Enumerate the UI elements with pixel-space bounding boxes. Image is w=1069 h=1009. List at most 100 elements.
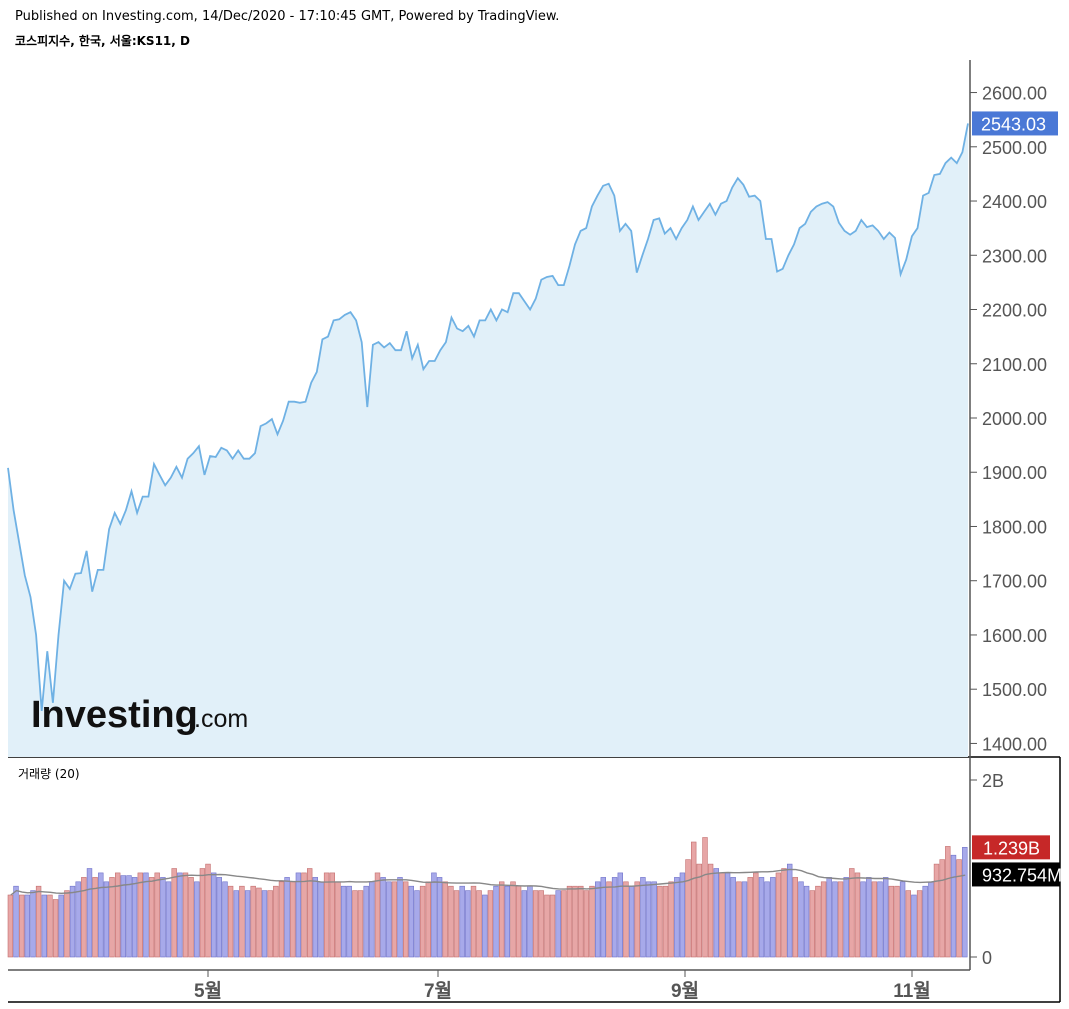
volume-bar [143,872,149,958]
volume-bar [866,877,872,958]
volume-bar [674,877,680,958]
volume-bar [199,868,206,958]
last-price-label: 2543.03 [981,114,1046,134]
volume-bar [35,885,42,958]
volume-bar [47,894,53,958]
volume-bar [120,875,127,958]
volume-bar [30,890,36,958]
volume-bar [911,894,917,958]
volume-bar [233,890,239,958]
volume-bar [459,885,465,958]
volume-bar [741,881,748,958]
volume-bar [532,890,539,958]
volume-bar [363,885,369,958]
volume-bar [510,881,516,958]
volume-bar [284,877,290,958]
volume-bar [295,872,302,958]
x-axis-ticks: 5월 7월 9월 11월 [194,970,931,1002]
volume-bar [86,868,93,958]
volume-bar [628,885,635,958]
volume-bar [126,875,132,958]
volume-bar [668,881,674,958]
volume-bar [109,877,115,958]
ma-badge: 932.754M [972,862,1062,887]
volume-bar [318,881,324,958]
volume-bar [849,868,855,958]
price-area [7,123,969,757]
volume-bar [312,877,318,958]
volume-bar [374,872,381,958]
volume-moving-average-line [10,868,966,896]
volume-bar [227,885,234,958]
volume-bar [843,877,849,958]
volume-bar [470,885,477,958]
volume-bar [222,881,228,958]
volume-tick-label: 2B [982,771,1004,791]
volume-bar [216,877,222,958]
volume-bar [165,881,172,958]
logo-brand: Investing [31,694,198,736]
volume-bar [340,885,347,958]
volume-bar [154,872,160,958]
ma-badge-bg [972,862,1060,887]
volume-bar [792,877,799,958]
volume-bar [148,877,155,958]
volume-bar [346,885,352,958]
x-tick-label: 9월 [671,980,699,1002]
volume-bar [572,885,578,958]
volume-bar [24,894,30,958]
volume-bar [888,885,895,958]
volume-bar [589,885,595,958]
volume-bar [442,881,448,958]
x-tick-label: 7월 [424,980,452,1002]
volume-bar [476,890,482,958]
volume-bar [211,872,217,958]
volume-bar [115,872,121,958]
volume-bar [696,863,703,958]
volume-bar [566,885,573,958]
price-tick-label: 2500.00 [982,138,1047,158]
volume-bar [781,868,787,958]
volume-bar [736,881,742,958]
volume-bar [815,885,821,958]
volume-bar [583,890,590,958]
volume-bar [261,890,268,958]
volume-bar [719,872,725,958]
price-tick-label: 2400.00 [982,192,1047,212]
volume-bar [81,877,87,958]
last-price-badge: 2543.03 [972,111,1058,136]
volume-bar [962,846,968,958]
volume-bar [515,885,522,958]
volume-bar [713,868,720,958]
volume-bar [939,859,945,958]
volume-bar [278,881,285,958]
volume-bar [369,881,375,958]
volume-bar [933,863,940,958]
volume-badge-bg [972,835,1050,860]
volume-bar [544,894,550,958]
volume-bar [798,881,804,958]
volume-bar [386,881,392,958]
volume-bar [323,872,330,958]
x-tick-label: 11월 [893,980,931,1002]
price-series-line [7,123,969,711]
volume-bar [578,885,584,958]
volume-bar [871,881,878,958]
volume-bar [103,881,110,958]
volume-bar [493,885,499,958]
volume-bar [685,859,691,958]
volume-bar [645,881,652,958]
volume-bar [205,863,211,958]
volume-bars [7,837,968,958]
x-tick-label: 5월 [194,980,222,1002]
volume-bar [854,872,861,958]
price-tick-label: 2200.00 [982,301,1047,321]
volume-bar [397,877,403,958]
volume-bar [538,890,544,958]
volume-bar [487,890,494,958]
volume-bar [131,877,138,958]
volume-bar [945,846,951,958]
volume-bar [352,890,358,958]
volume-bar [402,881,409,958]
volume-bar [651,881,657,958]
